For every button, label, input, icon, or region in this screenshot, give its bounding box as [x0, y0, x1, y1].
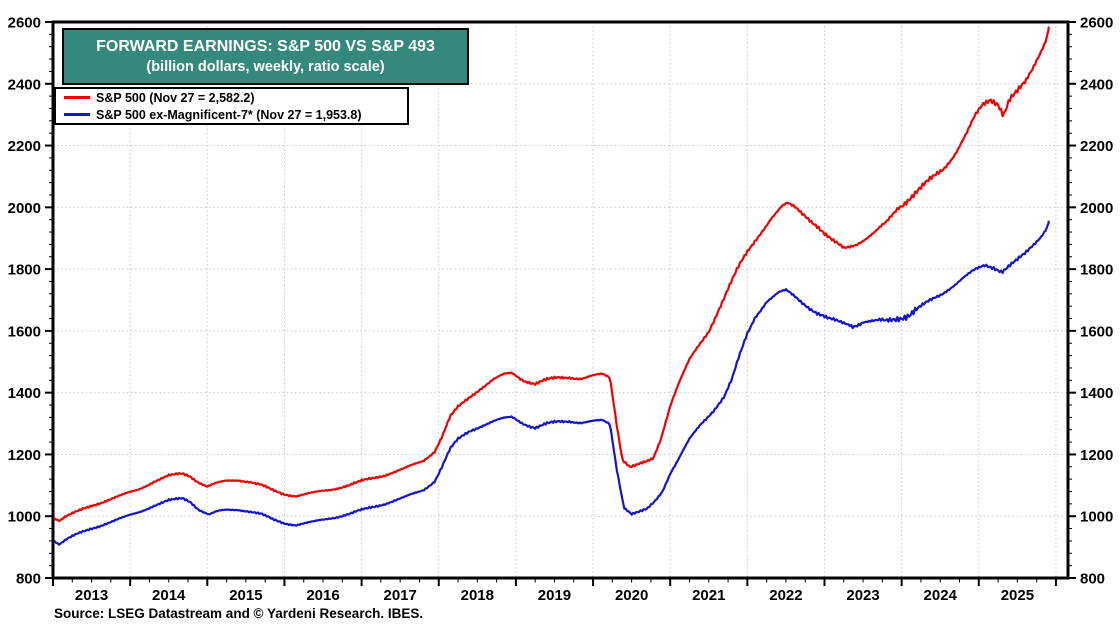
legend-line-sample-sp500 [64, 96, 90, 99]
plot-frame [51, 20, 1070, 580]
x-year-label: 2014 [152, 587, 186, 604]
y-tick-label: 1800 [8, 262, 41, 279]
y-tick-label: 2600 [1080, 15, 1113, 32]
chart-title: FORWARD EARNINGS: S&P 500 VS S&P 493 [96, 38, 435, 55]
y-tick-label: 1200 [8, 447, 41, 464]
legend-line-sample-ex-mag7 [64, 113, 90, 116]
x-year-label: 2018 [461, 587, 494, 604]
series-line-ex-mag7 [53, 220, 1050, 546]
x-year-label: 2024 [924, 587, 958, 604]
y-tick-label: 2600 [8, 15, 41, 32]
x-year-label: 2016 [306, 587, 339, 604]
y-tick-label: 1400 [8, 385, 41, 402]
legend-item-ex-mag7: S&P 500 ex-Magnificent-7* (Nov 27 = 1,95… [56, 107, 407, 123]
series-line-sp500 [53, 26, 1050, 523]
x-year-label: 2023 [846, 587, 879, 604]
x-year-label: 2021 [692, 587, 725, 604]
chart-subtitle: (billion dollars, weekly, ratio scale) [146, 59, 385, 75]
y-tick-label: 2000 [8, 200, 41, 217]
x-year-label: 2020 [615, 587, 648, 604]
gridlines [53, 22, 1068, 578]
y-tick-label: 800 [1080, 571, 1105, 588]
x-year-label: 2022 [769, 587, 802, 604]
x-year-label: 2017 [383, 587, 416, 604]
y-tick-label: 2400 [8, 76, 41, 93]
data-series [53, 26, 1050, 546]
y-tick-label: 2200 [1080, 138, 1113, 155]
y-tick-label: 2400 [1080, 76, 1113, 93]
y-tick-label: 1200 [1080, 447, 1113, 464]
chart-title-box: FORWARD EARNINGS: S&P 500 VS S&P 493 (bi… [62, 28, 469, 85]
x-axis-year-labels: 2013 2014 2015 2016 2017 2018 2019 2020 2021 2022… [75, 587, 1034, 604]
y-tick-label: 1800 [1080, 262, 1113, 279]
source-note: Source: LSEG Datastream and © Yardeni Re… [54, 606, 424, 621]
y-tick-label: 1600 [1080, 323, 1113, 340]
y-tick-label: 1000 [8, 509, 41, 526]
y-tick-label: 2000 [1080, 200, 1113, 217]
x-year-label: 2013 [75, 587, 108, 604]
legend-label-ex-mag7: S&P 500 ex-Magnificent-7* (Nov 27 = 1,95… [96, 107, 362, 122]
legend: S&P 500 (Nov 27 = 2,582.2) S&P 500 ex-Ma… [54, 87, 409, 125]
x-year-label: 2019 [538, 587, 571, 604]
y-tick-label: 1000 [1080, 509, 1113, 526]
y-axis-labels-left: 800 1000 1200 1400 1600 1800 2000 2200 2400 2600 [8, 15, 41, 588]
x-year-label: 2015 [229, 587, 262, 604]
legend-item-sp500: S&P 500 (Nov 27 = 2,582.2) [56, 90, 407, 106]
x-year-label: 2025 [1001, 587, 1034, 604]
y-axis-labels-right: 800 1000 1200 1400 1600 1800 2000 2200 2400 2600 [1080, 15, 1113, 588]
y-tick-label: 800 [16, 571, 41, 588]
y-tick-label: 1400 [1080, 385, 1113, 402]
y-tick-label: 2200 [8, 138, 41, 155]
legend-label-sp500: S&P 500 (Nov 27 = 2,582.2) [96, 90, 255, 105]
y-tick-label: 1600 [8, 323, 41, 340]
